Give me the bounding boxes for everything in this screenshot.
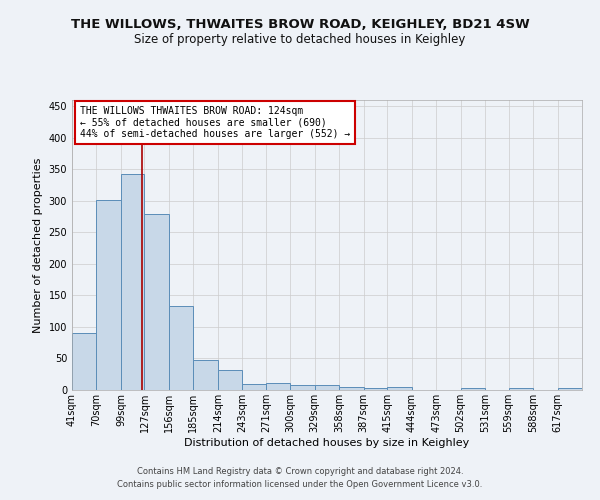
Bar bbox=[315, 385, 339, 390]
Text: Contains HM Land Registry data © Crown copyright and database right 2024.: Contains HM Land Registry data © Crown c… bbox=[137, 467, 463, 476]
Bar bbox=[145, 214, 169, 390]
Y-axis label: Number of detached properties: Number of detached properties bbox=[33, 158, 43, 332]
Bar bbox=[509, 388, 533, 390]
X-axis label: Distribution of detached houses by size in Keighley: Distribution of detached houses by size … bbox=[184, 438, 470, 448]
Text: Size of property relative to detached houses in Keighley: Size of property relative to detached ho… bbox=[134, 32, 466, 46]
Text: Contains public sector information licensed under the Open Government Licence v3: Contains public sector information licen… bbox=[118, 480, 482, 489]
Bar bbox=[242, 384, 266, 390]
Bar bbox=[169, 306, 193, 390]
Bar bbox=[364, 388, 387, 390]
Bar bbox=[121, 174, 145, 390]
Bar bbox=[218, 370, 242, 390]
Bar bbox=[290, 385, 315, 390]
Bar bbox=[461, 388, 485, 390]
Bar bbox=[387, 388, 412, 390]
Bar bbox=[97, 200, 121, 390]
Bar bbox=[193, 360, 218, 390]
Bar bbox=[557, 388, 582, 390]
Bar bbox=[266, 383, 290, 390]
Bar bbox=[339, 388, 364, 390]
Text: THE WILLOWS, THWAITES BROW ROAD, KEIGHLEY, BD21 4SW: THE WILLOWS, THWAITES BROW ROAD, KEIGHLE… bbox=[71, 18, 529, 30]
Bar bbox=[72, 332, 97, 390]
Text: THE WILLOWS THWAITES BROW ROAD: 124sqm
← 55% of detached houses are smaller (690: THE WILLOWS THWAITES BROW ROAD: 124sqm ←… bbox=[80, 106, 350, 139]
